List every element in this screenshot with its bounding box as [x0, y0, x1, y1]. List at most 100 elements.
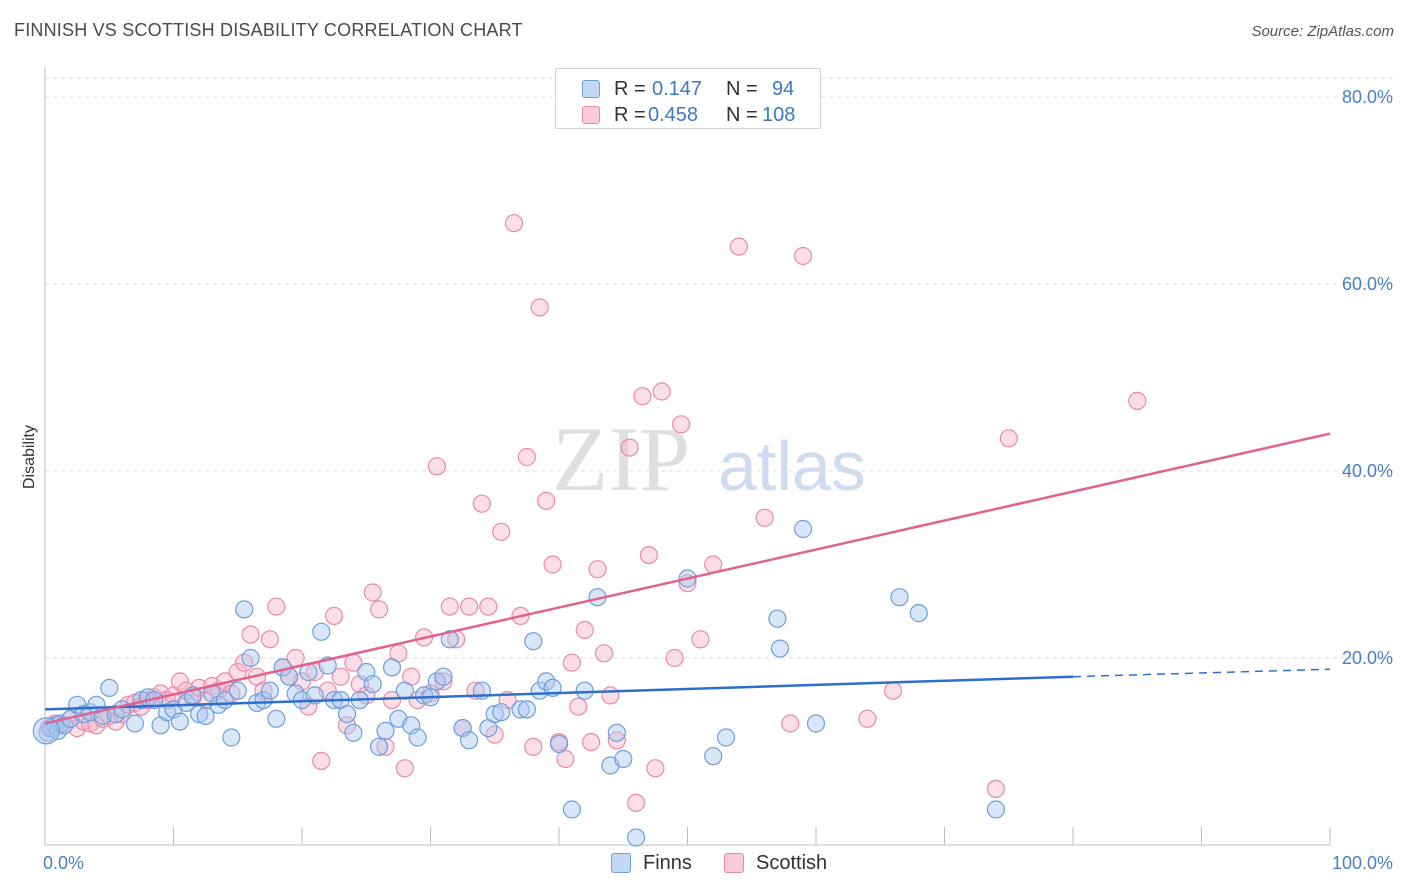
bottom-scottish-label: Scottish [756, 852, 828, 874]
finns-trend-line [44, 675, 1074, 711]
scottish-point [472, 494, 491, 513]
scottish-point [691, 630, 710, 649]
finns-point [370, 737, 389, 756]
finns-point [125, 714, 144, 733]
axes [44, 67, 1331, 846]
finns-point [228, 681, 247, 700]
finns-point [344, 723, 363, 742]
finns-point [793, 519, 813, 539]
scottish-point [376, 737, 395, 756]
y-tick-label: 80.0% [1342, 87, 1393, 107]
finns-point [337, 704, 357, 724]
scottish-point [671, 415, 691, 434]
finns-point [626, 828, 646, 847]
scottish-point [524, 737, 543, 756]
finns-point [434, 667, 453, 686]
scottish-point [267, 597, 286, 616]
scottish-point [440, 597, 459, 616]
finns-point [177, 693, 196, 713]
scottish-point [562, 653, 582, 672]
legend-row-scottish: R = 0.458 N = 108 [556, 101, 820, 129]
finns-point [537, 672, 556, 691]
finns-point [575, 681, 594, 700]
scottish-point [530, 298, 549, 317]
scottish-point [652, 382, 671, 401]
finns-point [241, 648, 260, 668]
scottish-point [729, 237, 749, 256]
finns-point [768, 609, 787, 628]
scottish-point [883, 681, 903, 700]
finns-point [492, 703, 511, 722]
scottish-point [594, 644, 614, 663]
scottish-point [460, 597, 479, 616]
finns-swatch [582, 80, 600, 98]
scottish-point [427, 457, 446, 476]
finns-r-label: R = [614, 78, 646, 100]
finns-point [549, 734, 569, 754]
scottish-point [620, 438, 639, 457]
finns-point [524, 632, 543, 651]
scottish-point [626, 793, 646, 813]
scottish-point [581, 732, 601, 752]
scottish-point [382, 690, 402, 710]
scottish-point [633, 387, 652, 406]
finns-point [267, 709, 286, 728]
finns-point [562, 800, 582, 819]
watermark-atlas: atlas [718, 427, 866, 505]
scottish-point [479, 597, 498, 616]
scottish-point [986, 779, 1006, 799]
scottish-point [755, 508, 774, 527]
finns-point [485, 704, 504, 724]
stats-legend: R = 0.147 N = 94 R = 0.458 N = 108 [555, 68, 821, 129]
scottish-point [331, 667, 350, 686]
scottish-point [492, 522, 511, 541]
finns-point [440, 630, 459, 649]
scottish-point [434, 672, 453, 691]
finns-point [260, 681, 279, 700]
scottish-point [1128, 391, 1147, 410]
finns-point [196, 706, 215, 726]
finns-point [382, 658, 402, 677]
finns-point [890, 588, 909, 607]
scottish-point [556, 749, 575, 769]
finns-trend-extension [1072, 668, 1331, 678]
chart-source: Source: ZipAtlas.com [1251, 23, 1394, 40]
scottish-point [312, 751, 331, 771]
bottom-scottish-swatch [724, 853, 744, 873]
scottish-point [260, 630, 279, 649]
scottish-point [485, 725, 504, 744]
scottish-point [87, 716, 106, 735]
finns-point [376, 721, 395, 741]
chart-title: FINNISH VS SCOTTISH DISABILITY CORRELATI… [14, 20, 523, 40]
y-tick-label: 20.0% [1342, 648, 1393, 668]
scottish-point [370, 600, 389, 619]
finns-point [254, 690, 273, 710]
finns-n-value: 94 [772, 78, 795, 100]
finns-point [312, 622, 331, 641]
x-tick-label-max: 100.0% [1332, 853, 1393, 873]
trend-lines [44, 432, 1331, 725]
finns-point [32, 717, 60, 745]
finns-point [614, 749, 633, 769]
scottish-point [793, 246, 813, 266]
scottish-n-value: 108 [762, 104, 796, 126]
bottom-finns-label: Finns [643, 852, 692, 874]
scottish-point [601, 686, 620, 705]
finns-point [222, 728, 241, 747]
scottish-trend-line [44, 432, 1331, 725]
scottish-point [569, 697, 588, 716]
finns-point [716, 728, 736, 747]
finns-point [235, 600, 254, 619]
finns-point [408, 728, 427, 747]
finns-point [517, 700, 537, 719]
finns-point [511, 700, 530, 719]
scottish-point [363, 583, 382, 602]
legend-row-finns: R = 0.147 N = 94 [556, 75, 820, 103]
scottish-point [395, 759, 414, 778]
y-tick-label: 60.0% [1342, 274, 1393, 294]
scottish-point [781, 714, 800, 733]
finns-point [986, 800, 1006, 819]
scottish-point [504, 214, 524, 233]
finns-point [170, 712, 189, 731]
scottish-point [588, 560, 607, 579]
